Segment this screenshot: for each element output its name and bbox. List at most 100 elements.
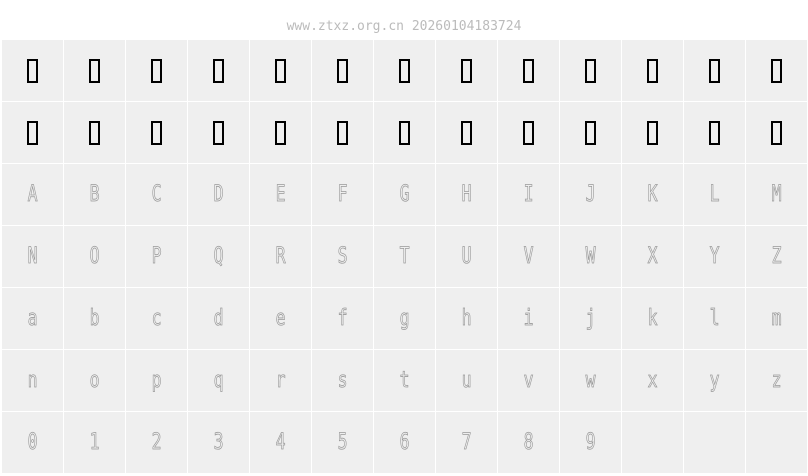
glyph-cell: 3 [188,412,249,473]
glyph-sample: l [709,305,720,331]
watermark-header: www.ztxz.org.cn 20260104183724 [286,19,522,34]
glyph-cell: e [250,288,311,349]
glyph-cell-missing [250,40,311,101]
glyph-cell: U [436,226,497,287]
glyph-cell: Z [746,226,807,287]
glyph-cell-missing [2,102,63,163]
glyph-cell-missing [188,40,249,101]
missing-glyph-icon [709,58,720,83]
glyph-cell: Y [684,226,745,287]
missing-glyph-icon [151,58,162,83]
glyph-cell: P [126,226,187,287]
missing-glyph-icon [647,120,658,145]
glyph-cell-missing [64,102,125,163]
glyph-cell: A [2,164,63,225]
missing-glyph-icon [771,58,782,83]
glyph-cell: N [2,226,63,287]
glyph-sample: f [337,305,348,331]
glyph-cell: L [684,164,745,225]
glyph-sample: C [151,181,162,207]
glyph-cell: 7 [436,412,497,473]
glyph-cell-missing [126,102,187,163]
glyph-cell-missing [374,102,435,163]
glyph-cell-missing [2,40,63,101]
glyph-cell: j [560,288,621,349]
missing-glyph-icon [585,58,596,83]
glyph-cell-missing [560,40,621,101]
glyph-sample: Z [771,243,782,269]
glyph-sample: Y [709,243,720,269]
glyph-cell: X [622,226,683,287]
glyph-cell: D [188,164,249,225]
glyph-sample: B [89,181,100,207]
glyph-cell: R [250,226,311,287]
glyph-sample: 6 [399,429,410,455]
glyph-cell: n [2,350,63,411]
glyph-cell-missing [622,40,683,101]
glyph-cell: W [560,226,621,287]
glyph-cell: o [64,350,125,411]
glyph-cell: k [622,288,683,349]
glyph-cell-missing [498,40,559,101]
glyph-cell: q [188,350,249,411]
glyph-cell: 6 [374,412,435,473]
glyph-sample: K [647,181,658,207]
glyph-cell: g [374,288,435,349]
glyph-sample: r [275,367,286,393]
glyph-cell: B [64,164,125,225]
glyph-sample: t [399,367,410,393]
missing-glyph-icon [337,58,348,83]
glyph-cell: f [312,288,373,349]
missing-glyph-icon [151,120,162,145]
glyph-cell: K [622,164,683,225]
glyph-sample: P [151,243,162,269]
glyph-cell: G [374,164,435,225]
glyph-sample: 8 [523,429,534,455]
glyph-cell: l [684,288,745,349]
missing-glyph-icon [89,58,100,83]
glyph-cell-missing [746,102,807,163]
glyph-sample: G [399,181,410,207]
missing-glyph-icon [523,58,534,83]
missing-glyph-icon [337,120,348,145]
glyph-sample: R [275,243,286,269]
glyph-sample: e [275,305,286,331]
glyph-sample: I [523,181,534,207]
glyph-cell: z [746,350,807,411]
glyph-sample: 9 [585,429,596,455]
glyph-cell: F [312,164,373,225]
missing-glyph-icon [27,120,38,145]
glyph-cell [684,412,745,473]
glyph-cell: C [126,164,187,225]
glyph-cell: 0 [2,412,63,473]
glyph-sample: a [27,305,38,331]
glyph-cell: 4 [250,412,311,473]
glyph-cell-missing [684,102,745,163]
glyph-sample: F [337,181,348,207]
glyph-sample: d [213,305,224,331]
missing-glyph-icon [275,120,286,145]
glyph-cell-missing [684,40,745,101]
glyph-cell: m [746,288,807,349]
glyph-sample: g [399,305,410,331]
glyph-sample: b [89,305,100,331]
glyph-cell-missing [250,102,311,163]
glyph-cell: t [374,350,435,411]
glyph-sample: J [585,181,596,207]
glyph-cell-missing [374,40,435,101]
glyph-sample: j [585,305,596,331]
glyph-sample: O [89,243,100,269]
glyph-cell: I [498,164,559,225]
glyph-cell: H [436,164,497,225]
glyph-sample: 0 [27,429,38,455]
glyph-cell: y [684,350,745,411]
glyph-cell: Q [188,226,249,287]
missing-glyph-icon [27,58,38,83]
glyph-sample: E [275,181,286,207]
glyph-cell: h [436,288,497,349]
glyph-cell-missing [188,102,249,163]
glyph-sample: 5 [337,429,348,455]
glyph-sample: q [213,367,224,393]
glyph-cell: r [250,350,311,411]
glyph-sample: 7 [461,429,472,455]
